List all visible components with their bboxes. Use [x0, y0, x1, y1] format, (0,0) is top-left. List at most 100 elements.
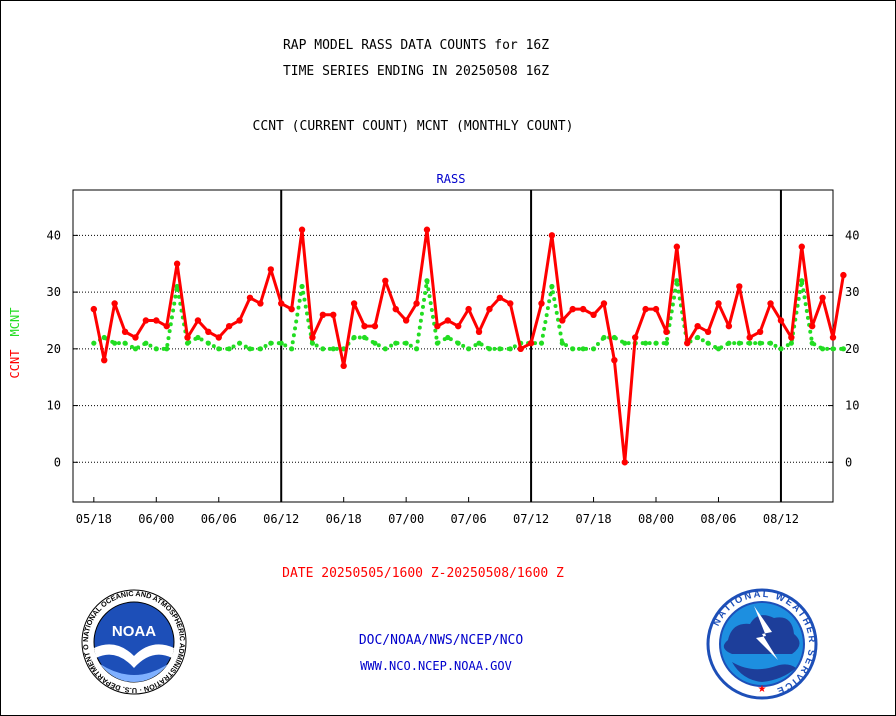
- y-tick-label-right: 40: [845, 228, 859, 242]
- ccnt-point: [819, 294, 826, 301]
- mcnt-point: [643, 340, 649, 346]
- mcnt-point: [486, 346, 493, 352]
- ccnt-point: [194, 317, 202, 324]
- ccnt-point: [132, 334, 139, 341]
- ccnt-point: [340, 362, 347, 370]
- mcnt-point: [101, 334, 107, 341]
- mcnt-point: [819, 346, 826, 352]
- mcnt-point: [559, 340, 565, 346]
- mcnt-point: [330, 346, 336, 352]
- ccnt-point: [288, 305, 295, 313]
- mcnt-point: [153, 346, 159, 352]
- mcnt-point: [413, 346, 420, 352]
- mcnt-point: [382, 346, 388, 352]
- ccnt-point: [569, 305, 576, 313]
- mcnt-point: [507, 346, 513, 352]
- ccnt-point: [330, 311, 337, 318]
- ccnt-point: [652, 305, 660, 313]
- ccnt-line: [92, 228, 845, 464]
- ccnt-point: [402, 317, 410, 324]
- mcnt-point: [289, 346, 295, 352]
- mcnt-point: [705, 340, 711, 346]
- ccnt-point: [475, 328, 483, 336]
- noaa-logo-text: NOAA: [112, 623, 156, 640]
- plot-area-border: [72, 189, 834, 503]
- ccnt-point: [559, 317, 566, 324]
- ccnt-point: [371, 322, 379, 330]
- ccnt-point: [673, 243, 681, 250]
- mcnt-point: [653, 340, 659, 346]
- mcnt-point: [320, 346, 326, 352]
- x-tick-label: 06/06: [201, 512, 237, 526]
- mcnt-point: [424, 278, 430, 284]
- ccnt-point: [840, 271, 847, 279]
- ccnt-point: [538, 300, 545, 307]
- ccnt-point: [392, 305, 399, 313]
- ccnt-point: [777, 317, 785, 324]
- ccnt-point: [205, 328, 212, 336]
- mcnt-point: [434, 340, 440, 346]
- x-tick-label: 08/06: [700, 512, 736, 526]
- ccnt-point: [257, 300, 264, 307]
- mcnt-point: [809, 340, 815, 346]
- ccnt-point: [486, 305, 493, 313]
- ccnt-point: [517, 345, 524, 353]
- mcnt-point: [205, 340, 211, 346]
- ccnt-point: [90, 305, 98, 313]
- mcnt-point: [299, 283, 305, 290]
- ccnt-point: [413, 300, 420, 307]
- ccnt-point: [434, 322, 441, 330]
- mcnt-point: [663, 340, 670, 346]
- ccnt-point: [309, 334, 316, 341]
- ccnt-point: [496, 294, 504, 301]
- x-tick-label: 07/18: [575, 512, 611, 526]
- ccnt-point: [173, 260, 181, 267]
- mcnt-point: [278, 340, 284, 346]
- ccnt-point: [267, 266, 275, 273]
- mcnt-point: [611, 334, 617, 341]
- ccnt-point: [694, 322, 701, 330]
- mcnt-point: [549, 283, 555, 290]
- date-range-label: DATE 20250505/1600 Z-20250508/1600 Z: [282, 566, 564, 581]
- x-tick-label: 07/06: [451, 512, 487, 526]
- mcnt-point: [132, 346, 139, 352]
- chart-title-line2: TIME SERIES ENDING IN 20250508 16Z: [282, 64, 550, 79]
- mcnt-point: [695, 334, 701, 341]
- y-tick-label-left: 0: [54, 455, 61, 469]
- ccnt-point: [111, 300, 118, 307]
- ccnt-point: [507, 300, 514, 307]
- chart-title-line1: RAP MODEL RASS DATA COUNTS for 16Z: [282, 38, 550, 53]
- ccnt-point: [465, 305, 472, 313]
- grid-layer: [73, 234, 833, 463]
- mcnt-point: [788, 340, 794, 346]
- mcnt-point: [122, 340, 128, 346]
- ccnt-point: [715, 300, 722, 307]
- mcnt-point: [757, 340, 763, 346]
- ccnt-point: [600, 300, 608, 307]
- x-tick-label: 08/00: [638, 512, 674, 526]
- y-tick-label-right: 10: [845, 399, 859, 413]
- website-link[interactable]: WWW.NCO.NCEP.NOAA.GOV: [360, 659, 512, 673]
- ccnt-point: [736, 283, 743, 290]
- ccnt-point: [225, 322, 233, 330]
- mcnt-point: [830, 346, 836, 352]
- mcnt-point: [767, 340, 774, 346]
- mcnt-point: [840, 346, 847, 352]
- mcnt-point: [590, 346, 597, 352]
- ccnt-point: [236, 317, 243, 324]
- y-axis-label-ccnt: CCNT: [8, 350, 22, 379]
- mcnt-point: [361, 334, 368, 341]
- mcnt-point: [538, 340, 545, 346]
- ccnt-point: [215, 334, 222, 341]
- noaa-logo: NOAA NATIONAL OCEANIC AND ATMOSPHERIC AD…: [81, 589, 187, 695]
- mcnt-point: [184, 340, 191, 346]
- ccnt-point: [278, 300, 285, 307]
- mcnt-point: [174, 283, 180, 290]
- ccnt-point: [184, 334, 191, 341]
- ccnt-point: [153, 317, 160, 324]
- y-tick-label-left: 40: [47, 228, 61, 242]
- mcnt-point: [736, 340, 742, 346]
- mcnt-point: [257, 346, 263, 352]
- mcnt-point: [236, 340, 243, 346]
